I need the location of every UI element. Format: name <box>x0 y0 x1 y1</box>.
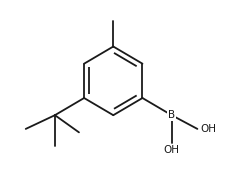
Text: OH: OH <box>163 145 179 155</box>
Text: OH: OH <box>199 124 215 134</box>
Text: B: B <box>167 110 174 120</box>
